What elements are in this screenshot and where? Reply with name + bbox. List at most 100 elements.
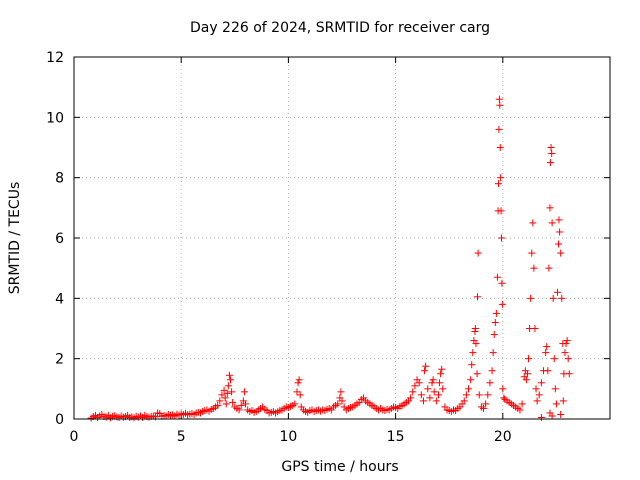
data-point-marker (296, 391, 304, 399)
data-point-marker (462, 391, 470, 399)
data-point-marker (498, 300, 506, 308)
data-point-marker (542, 349, 550, 357)
data-point-marker (421, 367, 429, 375)
x-tick-label: 20 (494, 429, 512, 445)
data-point-marker (475, 391, 483, 399)
data-point-marker (237, 401, 245, 409)
data-point-marker (518, 400, 526, 408)
data-point-marker (434, 391, 442, 399)
data-point-marker (548, 219, 556, 227)
grid (74, 57, 610, 419)
x-tick-label: 10 (279, 429, 297, 445)
x-axis-title: GPS time / hours (281, 459, 398, 475)
data-point-marker (417, 391, 425, 399)
data-point-marker (516, 406, 524, 414)
data-point-marker (523, 370, 531, 378)
data-point-marker (551, 385, 559, 393)
data-point-marker (229, 398, 237, 406)
data-point-marker (338, 397, 346, 405)
data-point-marker (497, 207, 505, 215)
data-point-marker (496, 144, 504, 151)
x-tick-label: 15 (387, 429, 405, 445)
data-point-marker (537, 413, 545, 421)
data-point-marker (525, 355, 533, 363)
data-point-marker (216, 397, 224, 405)
data-point-marker (293, 388, 301, 396)
data-point-marker (527, 294, 535, 302)
data-point-marker (227, 376, 235, 384)
data-point-marker (546, 204, 554, 212)
data-point-marker (489, 349, 497, 357)
data-point-marker (439, 385, 447, 393)
data-point-marker (495, 180, 503, 188)
data-point-marker (498, 234, 506, 242)
data-point-marker (556, 228, 564, 236)
data-point-marker (484, 391, 492, 399)
data-point-marker (495, 125, 503, 133)
data-point-marker (529, 219, 537, 227)
data-point-marker (422, 362, 430, 370)
data-point-marker (550, 355, 558, 363)
data-point-marker (552, 400, 560, 408)
data-point-marker (543, 343, 551, 351)
data-point-marker (490, 331, 498, 339)
data-point-marker (547, 144, 555, 151)
data-point-marker (480, 404, 488, 412)
data-point-marker (557, 249, 565, 257)
data-point-marker (468, 361, 476, 369)
x-tick-label: 0 (70, 429, 79, 445)
data-point-marker (548, 412, 556, 420)
data-points (87, 95, 573, 422)
data-point-marker (544, 367, 552, 375)
data-point-marker (563, 337, 571, 345)
data-point-marker (242, 400, 250, 408)
data-point-marker (532, 385, 540, 393)
data-point-marker (225, 371, 233, 379)
data-point-marker (334, 400, 342, 408)
data-point-marker (428, 379, 436, 387)
data-point-marker (471, 325, 479, 332)
data-point-marker (533, 397, 541, 405)
data-point-marker (491, 318, 499, 326)
data-point-marker (221, 394, 229, 402)
data-point-marker (522, 376, 530, 384)
data-point-marker (426, 394, 434, 402)
data-point-marker (497, 174, 505, 182)
data-point-marker (424, 385, 432, 393)
data-point-marker (549, 294, 557, 302)
data-point-marker (555, 216, 563, 224)
data-point-marker (472, 340, 480, 348)
y-tick-label: 2 (55, 352, 64, 368)
data-point-marker (486, 379, 494, 387)
data-point-marker (495, 95, 503, 103)
data-point-marker (432, 397, 440, 405)
data-point-marker (558, 294, 566, 302)
data-point-marker (564, 355, 572, 363)
chart-title: Day 226 of 2024, SRMTID for receiver car… (190, 20, 490, 36)
data-point-marker (488, 367, 496, 375)
data-point-marker (214, 401, 222, 409)
data-point-marker (220, 386, 228, 394)
data-point-marker (407, 394, 415, 402)
y-tick-label: 0 (55, 412, 64, 428)
data-point-marker (553, 288, 561, 296)
x-tick-label: 5 (177, 429, 186, 445)
plot-frame (73, 56, 611, 420)
data-point-marker (499, 385, 507, 393)
data-point-marker (291, 400, 299, 408)
y-tick-label: 6 (55, 231, 64, 247)
data-point-marker (546, 159, 554, 167)
data-point-marker (473, 370, 481, 378)
data-point-marker (555, 240, 563, 248)
y-tick-label: 10 (46, 110, 64, 126)
data-point-marker (460, 397, 468, 405)
data-point-marker (419, 397, 427, 405)
data-point-marker (222, 400, 230, 408)
data-point-marker (500, 394, 508, 402)
data-point-marker (295, 376, 303, 384)
data-point-marker (496, 101, 504, 109)
y-tick-label: 8 (55, 171, 64, 187)
data-point-marker (436, 379, 444, 387)
data-point-marker (474, 249, 482, 257)
y-tick-label: 12 (46, 50, 64, 66)
